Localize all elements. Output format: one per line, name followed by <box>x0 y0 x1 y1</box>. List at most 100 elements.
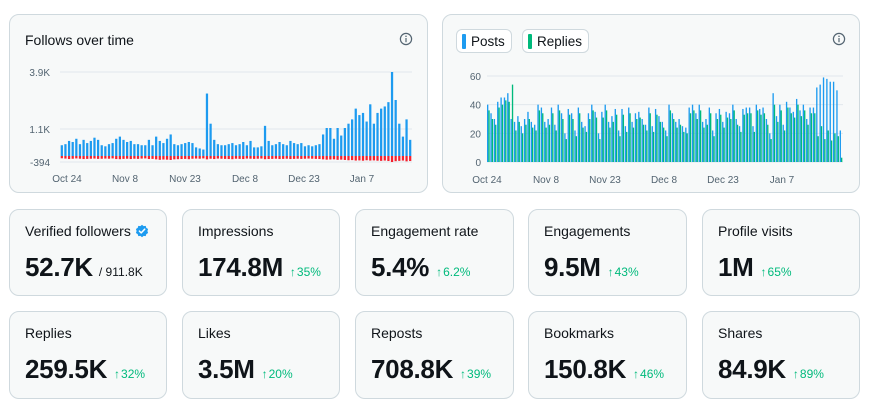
posts-bar <box>638 111 640 162</box>
replies-bar <box>800 116 803 162</box>
posts-bar <box>829 81 831 162</box>
unfollows-bar <box>227 156 230 160</box>
unfollows-bar <box>369 156 372 161</box>
follows-bar <box>325 128 328 156</box>
replies-bar <box>773 104 776 162</box>
posts-bar <box>513 121 516 162</box>
unfollows-bar <box>383 156 386 161</box>
replies-bar <box>595 117 598 162</box>
posts-bar <box>678 119 680 162</box>
stat-card-engagement-rate[interactable]: Engagement rate 5.4% ↑ 6.2% <box>355 209 514 296</box>
unfollows-bar <box>387 156 390 162</box>
posts-replies-bar-chart: 60 40 20 0 Oct 24 Nov 8 Nov 23 Dec 8 Dec 23 Jan 7 <box>470 72 843 186</box>
stat-card-profile-visits[interactable]: Profile visits 1M ↑ 65% <box>702 209 860 296</box>
follows-bar <box>165 138 169 156</box>
follows-bar <box>158 140 161 156</box>
info-icon[interactable] <box>399 32 413 46</box>
follows-bar <box>180 144 183 156</box>
stat-card-replies[interactable]: Replies 259.5K ↑ 32% <box>9 311 167 399</box>
stat-delta-value: 65% <box>767 265 792 279</box>
stat-card-engagements[interactable]: Engagements 9.5M ↑ 43% <box>528 209 687 296</box>
follows-bar <box>409 139 412 156</box>
unfollows-bar <box>118 156 122 160</box>
unfollows-bar <box>107 156 111 159</box>
posts-bar <box>510 119 512 162</box>
stat-card-reposts[interactable]: Reposts 708.8K ↑ 39% <box>355 311 514 399</box>
unfollows-bar <box>158 156 161 160</box>
posts-bar <box>816 87 818 162</box>
replies-bar <box>532 127 534 162</box>
x-tick-label: Nov 23 <box>589 175 621 186</box>
follows-bar <box>187 142 190 156</box>
posts-bar <box>799 110 801 162</box>
stat-label: Bookmarks <box>544 325 615 341</box>
replies-bar <box>538 110 541 162</box>
unfollows-bar <box>180 156 183 160</box>
arrow-up-icon: ↑ <box>436 265 443 279</box>
follows-bar <box>369 104 372 156</box>
stat-delta-value: 43% <box>614 265 639 279</box>
y-tick-label: -394 <box>30 158 50 169</box>
replies-bar <box>525 124 527 162</box>
follows-bar <box>155 136 158 156</box>
posts-swatch <box>462 33 466 49</box>
unfollows-bar <box>405 156 408 162</box>
replies-bar <box>656 114 658 162</box>
unfollows-bar <box>260 156 263 159</box>
unfollows-bar <box>216 156 219 159</box>
stat-delta-value: 6.2% <box>443 265 471 279</box>
info-icon[interactable] <box>832 32 846 46</box>
replies-bar <box>508 101 510 162</box>
follows-bar <box>285 145 288 156</box>
stat-value: 259.5K <box>25 354 108 384</box>
unfollows-bar <box>245 156 249 159</box>
unfollows-bar <box>60 156 63 159</box>
stat-delta-value: 35% <box>296 265 321 279</box>
replies-bar <box>649 113 651 162</box>
replies-bar <box>562 119 564 162</box>
stat-card-bookmarks[interactable]: Bookmarks 150.8K ↑ 46% <box>528 311 687 399</box>
replies-bar <box>746 113 749 162</box>
unfollows-bar <box>376 156 379 161</box>
y-tick-label: 20 <box>470 129 482 140</box>
unfollows-bar <box>300 156 303 159</box>
posts-bar <box>564 133 566 162</box>
follows-bar <box>267 140 270 156</box>
stat-label: Reposts <box>371 325 423 341</box>
follows-bar <box>390 72 394 156</box>
posts-bar <box>493 119 496 162</box>
follows-bar <box>202 149 205 156</box>
stat-card-shares[interactable]: Shares 84.9K ↑ 89% <box>702 311 860 399</box>
replies-bar <box>827 130 829 162</box>
follows-bar <box>133 144 136 156</box>
unfollows-bar <box>398 156 401 161</box>
replies-bar <box>612 121 614 162</box>
follows-bar <box>405 119 408 156</box>
unfollows-bar <box>122 156 125 159</box>
replies-bar <box>710 113 712 162</box>
stat-delta: ↑ 43% <box>608 265 639 279</box>
x-tick-label: Dec 23 <box>288 174 320 185</box>
follows-bar <box>307 145 310 156</box>
follows-bar <box>78 144 82 156</box>
follows-bar <box>122 139 125 156</box>
legend-posts[interactable]: Posts <box>456 29 512 53</box>
legend-posts-label: Posts <box>471 33 505 49</box>
follows-bar <box>387 102 390 156</box>
unfollows-bar <box>278 156 281 160</box>
stat-card-likes[interactable]: Likes 3.5M ↑ 20% <box>182 311 340 399</box>
replies-bar <box>572 119 574 162</box>
follows-bar <box>107 144 111 156</box>
posts-bar <box>654 108 657 162</box>
stat-card-verified-followers[interactable]: Verified followers 52.7K / 911.8K <box>9 209 167 296</box>
unfollows-bar <box>82 156 85 160</box>
replies-bar <box>716 119 719 162</box>
posts-bar <box>795 98 798 162</box>
replies-bar <box>820 126 823 162</box>
legend-replies[interactable]: Replies <box>522 29 590 53</box>
y-tick-label: 60 <box>470 72 482 83</box>
stat-card-impressions[interactable]: Impressions 174.8M ↑ 35% <box>182 209 340 296</box>
follows-bar <box>118 136 122 156</box>
unfollows-bar <box>253 156 256 159</box>
